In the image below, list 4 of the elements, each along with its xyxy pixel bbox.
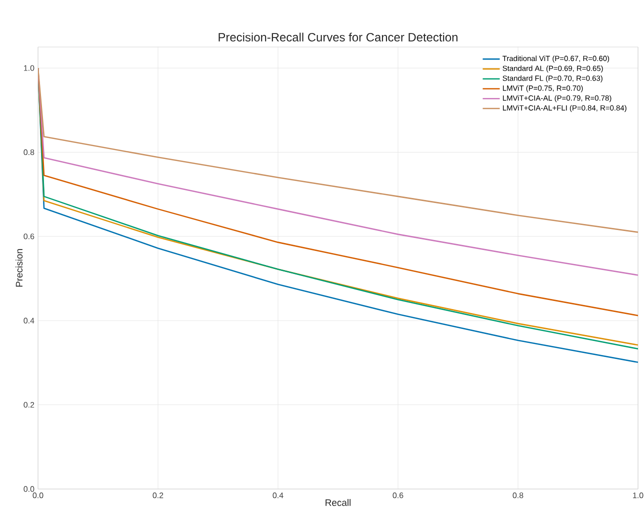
chart-title: Precision-Recall Curves for Cancer Detection	[218, 32, 458, 42]
x-axis-title: Recall	[326, 499, 351, 506]
y-axis-title: Precision	[16, 249, 23, 287]
line-series	[38, 67, 638, 233]
